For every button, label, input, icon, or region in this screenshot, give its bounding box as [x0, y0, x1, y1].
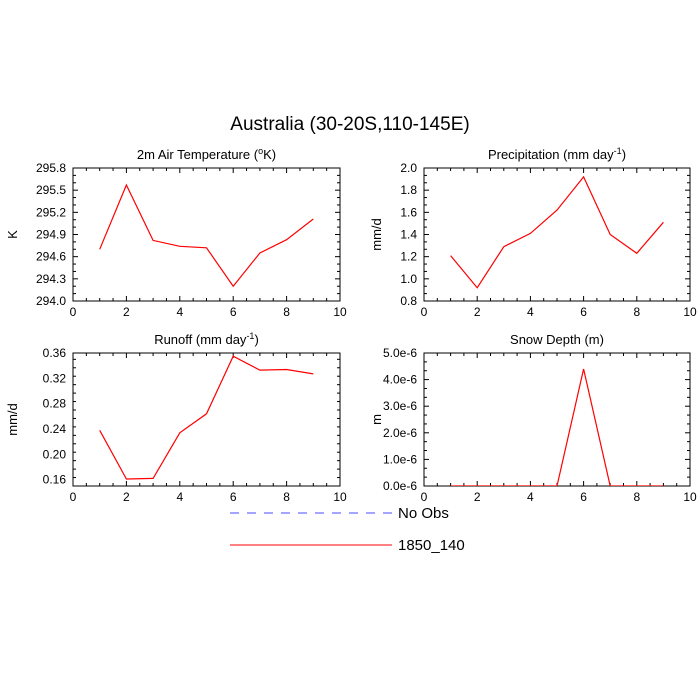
x-tick-label: 2	[123, 490, 130, 504]
y-tick-label: 0.36	[43, 346, 67, 360]
plot-frame	[423, 167, 691, 302]
x-tick-label: 8	[283, 305, 290, 319]
x-tick-label: 10	[683, 305, 697, 319]
panel-4: Snow Depth (m) 0 2 4 6 8 10 0.0e-6 1.0e-6 2.0e-6 3…	[369, 332, 697, 504]
panel-title: 2m Air Temperature (oK)	[137, 146, 276, 162]
x-tick-label: 10	[683, 490, 697, 504]
x-tick-label: 8	[283, 490, 290, 504]
y-axis-label: m	[369, 414, 384, 425]
y-tick-label: 295.8	[36, 161, 66, 175]
x-tick-label: 4	[527, 305, 534, 319]
series-line	[99, 183, 314, 288]
x-tick-label: 0	[421, 305, 428, 319]
y-axis-label: mm/d	[369, 218, 384, 251]
panel-title: Runoff (mm day-1)	[154, 331, 259, 347]
panel-2: Precipitation (mm day-1) 0 2 4 6 8 10 0.8 1.0 1.2…	[369, 146, 697, 319]
x-tick-label: 2	[474, 490, 481, 504]
x-tick-label: 4	[176, 490, 183, 504]
x-tick-label: 0	[70, 305, 77, 319]
legend-label: 1850_140	[398, 537, 465, 554]
panel-title-superscript: -1	[246, 331, 254, 341]
panel-title-tail: )	[622, 147, 626, 162]
x-tick-label: 0	[421, 490, 428, 504]
y-tick-label: 1.0	[400, 272, 417, 286]
y-tick-label: 294.6	[36, 250, 66, 264]
y-tick-label: 0.20	[43, 447, 67, 461]
x-tick-label: 2	[123, 305, 130, 319]
y-tick-label: 0.32	[43, 371, 67, 385]
y-tick-label: 2.0e-6	[383, 426, 417, 440]
x-tick-label: 6	[230, 490, 237, 504]
panel-title: Snow Depth (m)	[510, 332, 604, 347]
panel-3: Runoff (mm day-1) 0 2 4 6 8 10 0.16 0.20 0.24 0.28…	[5, 331, 347, 504]
panel-title-superscript: o	[258, 146, 263, 156]
x-tick-label: 8	[633, 490, 640, 504]
panel-title-tail: )	[254, 332, 258, 347]
panel-title-text: Precipitation (mm day	[488, 147, 614, 162]
plot-frame	[423, 352, 691, 487]
legend-item: No Obs	[230, 505, 449, 522]
x-tick-label: 2	[474, 305, 481, 319]
plot-frame	[72, 167, 341, 302]
x-tick-label: 10	[333, 490, 347, 504]
x-tick-label: 0	[70, 490, 77, 504]
y-tick-label: 1.2	[400, 250, 417, 264]
y-tick-label: 1.4	[400, 228, 417, 242]
panel-title-superscript: -1	[614, 146, 622, 156]
x-tick-label: 6	[580, 490, 587, 504]
y-tick-label: 0.0e-6	[383, 479, 417, 493]
panel-title-text: 2m Air Temperature (	[137, 147, 259, 162]
panel-title-text: Runoff (mm day	[154, 332, 247, 347]
legend-item: 1850_140	[230, 537, 465, 554]
x-tick-label: 6	[230, 305, 237, 319]
panel-title: Precipitation (mm day-1)	[488, 146, 626, 162]
y-tick-label: 4.0e-6	[383, 373, 417, 387]
x-tick-label: 4	[176, 305, 183, 319]
y-tick-label: 294.0	[36, 294, 66, 308]
series-line	[450, 368, 664, 486]
y-tick-label: 3.0e-6	[383, 399, 417, 413]
figure-title: Australia (30-20S,110-145E)	[230, 114, 469, 135]
y-tick-label: 294.9	[36, 228, 66, 242]
y-tick-label: 294.3	[36, 272, 66, 286]
legend-label: No Obs	[398, 505, 449, 522]
y-axis-label: K	[5, 230, 20, 239]
plot-frame	[72, 352, 341, 487]
y-tick-label: 2.0	[400, 161, 417, 175]
series-line	[450, 175, 664, 289]
y-tick-label: 1.6	[400, 205, 417, 219]
legend: No Obs 1850_140	[230, 505, 465, 554]
y-tick-label: 1.0e-6	[383, 452, 417, 466]
x-tick-label: 6	[580, 305, 587, 319]
y-tick-label: 0.28	[43, 397, 67, 411]
series-line	[99, 355, 314, 480]
panel-title-text: Snow Depth (m)	[510, 332, 604, 347]
y-tick-label: 295.2	[36, 205, 66, 219]
y-tick-label: 1.8	[400, 183, 417, 197]
y-tick-label: 295.5	[36, 183, 66, 197]
x-tick-label: 4	[527, 490, 534, 504]
y-tick-label: 5.0e-6	[383, 346, 417, 360]
y-axis-label: mm/d	[5, 403, 20, 436]
y-tick-label: 0.24	[43, 422, 67, 436]
panel-title-tail: K)	[263, 147, 276, 162]
panels: 2m Air Temperature (oK)0 2 4 6 8 10294.0294.3…	[5, 146, 697, 504]
y-tick-label: 0.8	[400, 294, 417, 308]
y-tick-label: 0.16	[43, 473, 67, 487]
x-tick-label: 8	[633, 305, 640, 319]
panel-1: 2m Air Temperature (oK) 0 2 4 6 8 10 294.0 294.3…	[5, 146, 347, 319]
x-tick-label: 10	[333, 305, 347, 319]
